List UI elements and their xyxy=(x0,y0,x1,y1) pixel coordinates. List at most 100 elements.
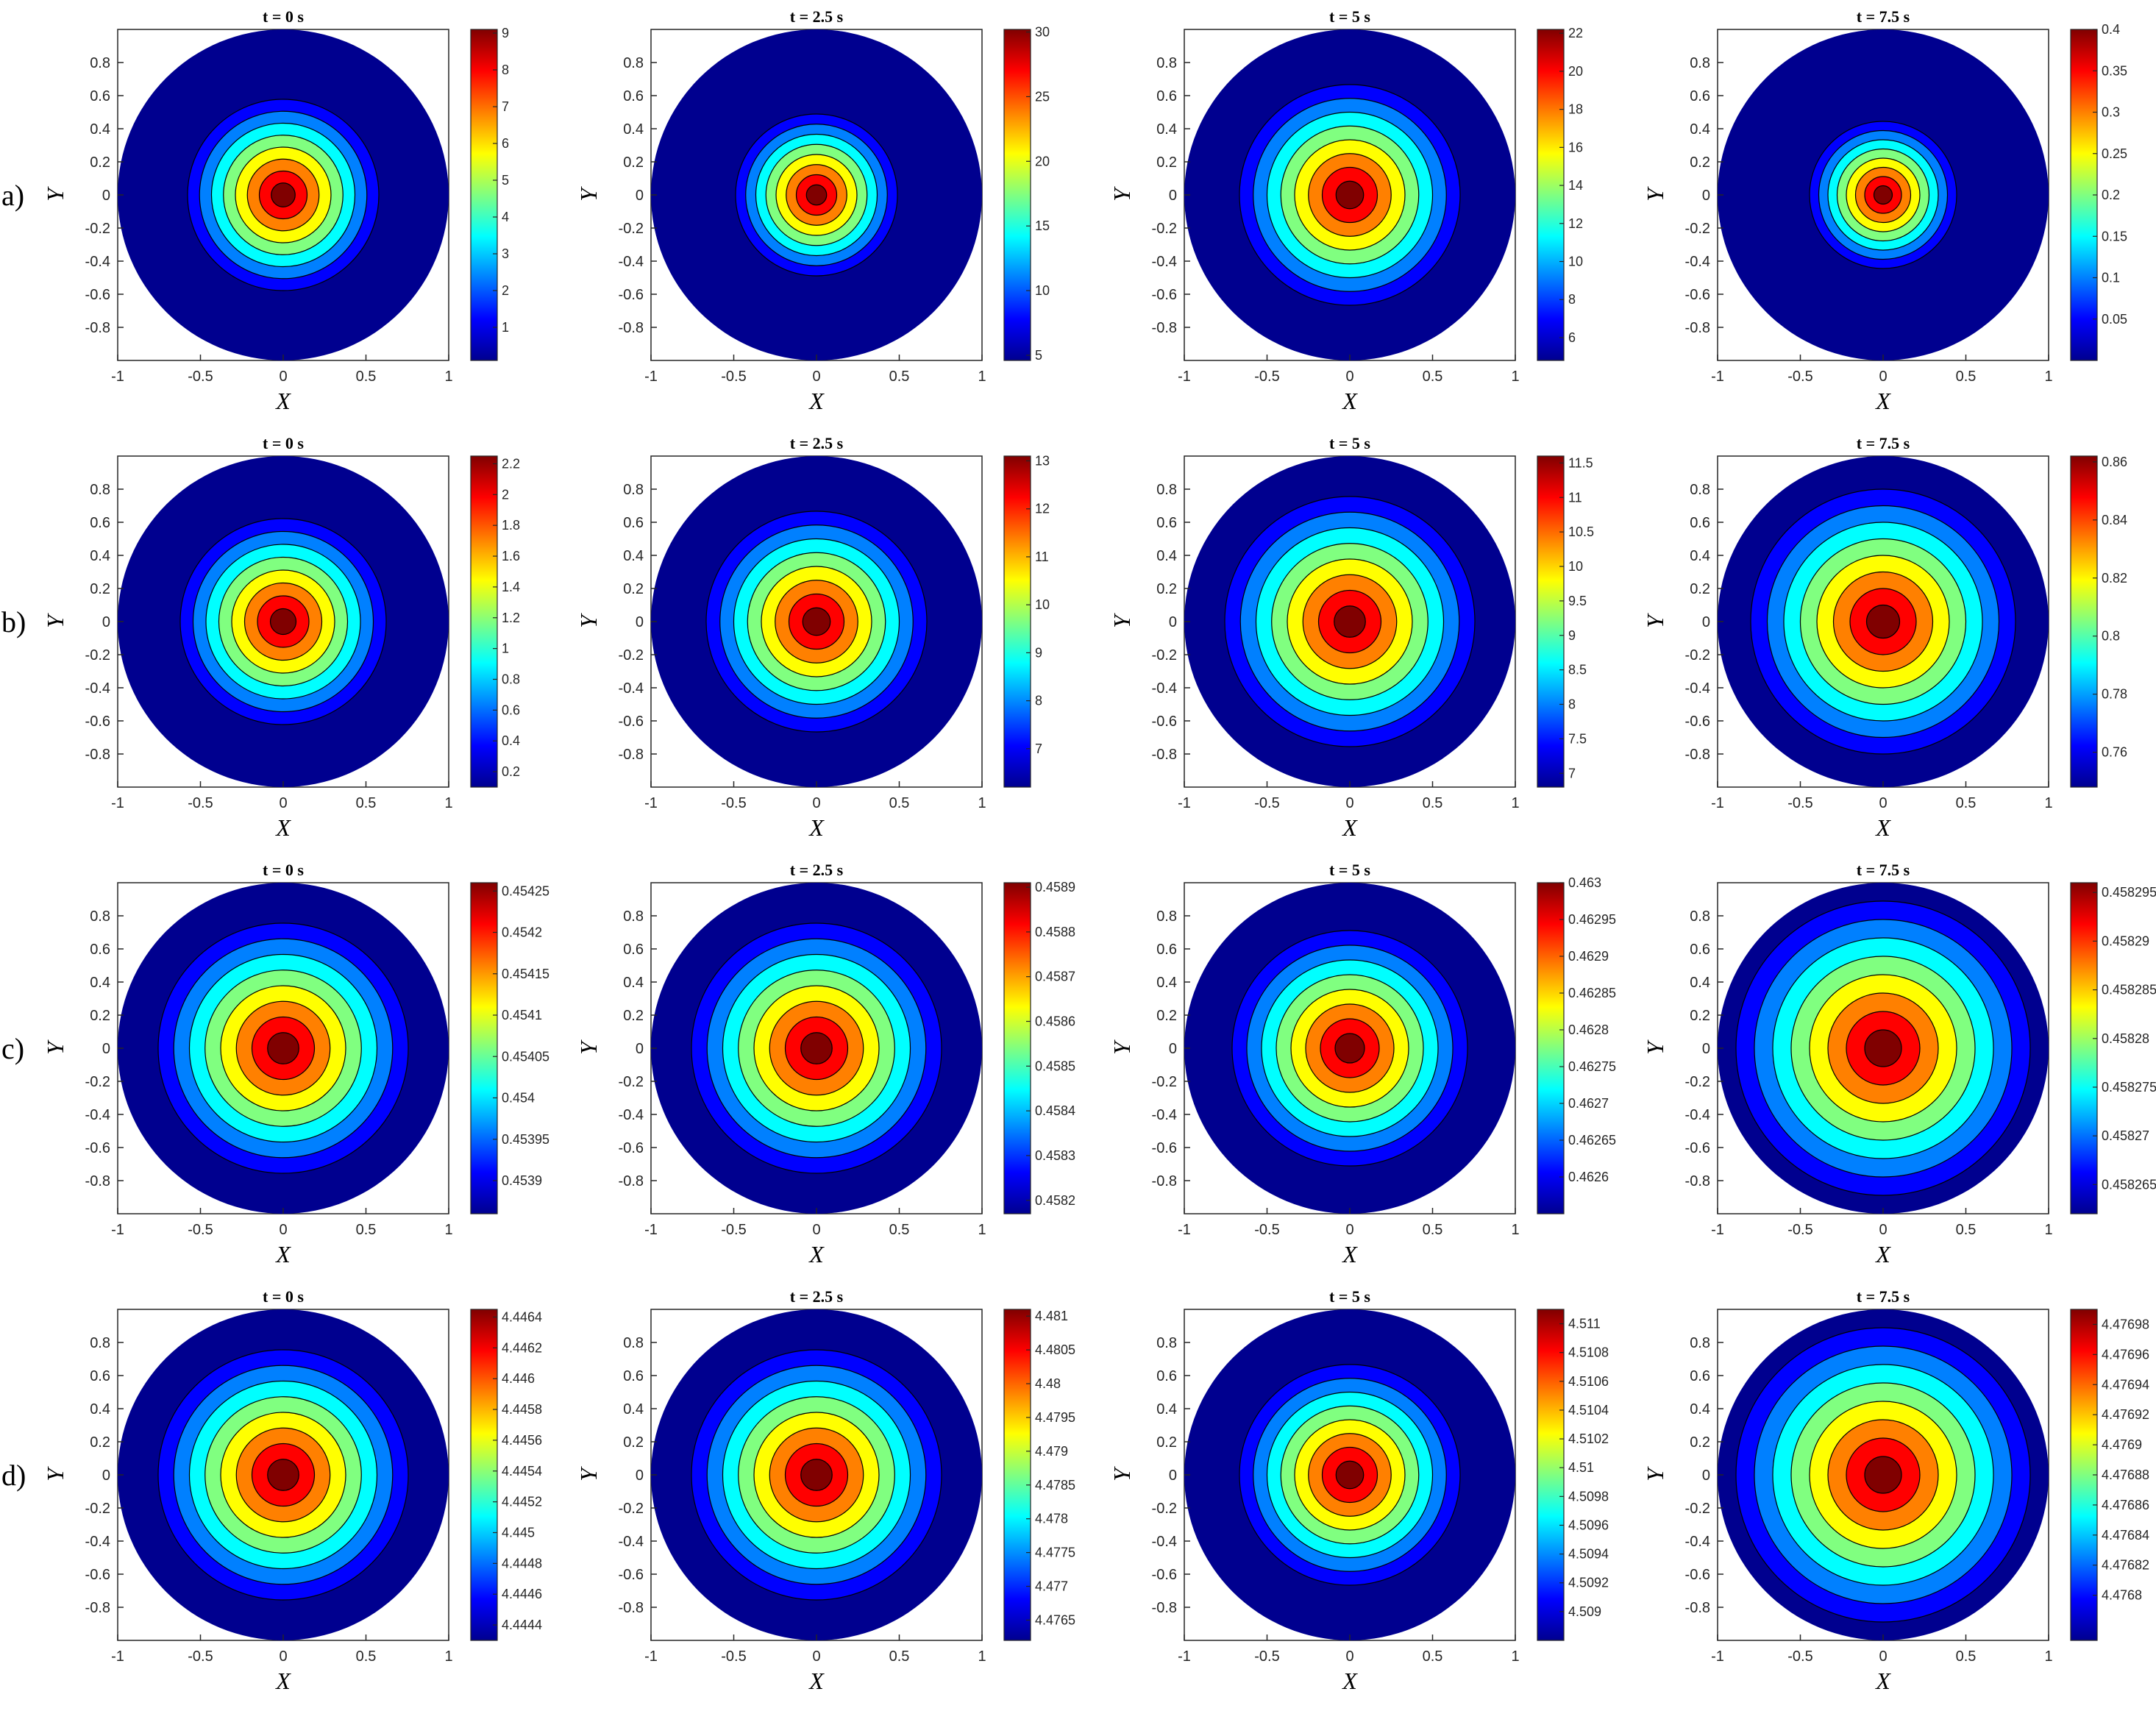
y-axis-label: Y xyxy=(1642,1466,1668,1481)
colorbar-tick-label: 0.45395 xyxy=(502,1132,549,1147)
contour-panel: t = 0 s -1 -0.5 0 0.5 1 0.8 0.6 0.4 0.2 0 -0.2 -0.4 -… xyxy=(42,1287,542,1694)
colorbar-tick-label: 0.4 xyxy=(502,733,520,748)
contour-panel: t = 2.5 s -1 -0.5 0 0.5 1 0.8 0.6 0.4 0.2 0 -0.2 -0.… xyxy=(575,434,1050,841)
row-label: c) xyxy=(1,1032,24,1065)
y-tick-label: 0.8 xyxy=(623,55,644,71)
x-tick-label: 0.5 xyxy=(1423,1222,1443,1238)
y-tick-label: -0.6 xyxy=(1152,714,1177,730)
y-axis-label: Y xyxy=(575,1039,602,1055)
x-axis-label: X xyxy=(808,1241,825,1267)
colorbar-tick-label: 9 xyxy=(1035,645,1042,660)
contour-panel: t = 0 s -1 -0.5 0 0.5 1 0.8 0.6 0.4 0.2 0 -0.2 -0.4 -… xyxy=(42,434,520,841)
panel-title: t = 0 s xyxy=(263,861,304,879)
colorbar-tick-label: 4.47686 xyxy=(2102,1498,2149,1512)
colorbar-tick-label: 0.4542 xyxy=(502,925,542,940)
x-tick-label: 0.5 xyxy=(889,1648,910,1665)
y-tick-label: -0.6 xyxy=(1685,1567,1710,1583)
y-tick-label: 0.4 xyxy=(1156,121,1177,138)
y-tick-label: -0.6 xyxy=(1685,287,1710,303)
y-tick-label: -0.4 xyxy=(1152,254,1177,270)
colorbar-tick-label: 4.5102 xyxy=(1568,1431,1609,1446)
x-tick-label: 0.5 xyxy=(1956,795,1977,811)
colorbar xyxy=(2070,882,2098,1214)
x-tick-label: -1 xyxy=(1711,795,1724,811)
colorbar-tick-label: 11 xyxy=(1035,549,1049,564)
x-tick-label: 0 xyxy=(1879,1222,1887,1238)
x-axis-label: X xyxy=(1341,1668,1358,1694)
x-tick-label: -0.5 xyxy=(721,1648,746,1665)
y-tick-label: -0.2 xyxy=(619,221,644,237)
colorbar-tick-label: 10 xyxy=(1035,597,1050,612)
x-axis-label: X xyxy=(1874,814,1891,841)
x-tick-label: 1 xyxy=(1511,1648,1519,1665)
x-axis-label: X xyxy=(274,388,291,414)
contour-level xyxy=(1335,180,1365,210)
colorbar-tick-label: 4.481 xyxy=(1035,1309,1068,1323)
contour-panel: t = 7.5 s -1 -0.5 0 0.5 1 0.8 0.6 0.4 0.2 0 -0.2 -0.… xyxy=(1642,1287,2149,1694)
y-tick-label: 0.6 xyxy=(90,1368,110,1384)
colorbar-tick-label: 11 xyxy=(1568,490,1582,505)
colorbar-tick-label: 4.47698 xyxy=(2102,1317,2149,1331)
y-tick-label: 0.6 xyxy=(90,88,110,104)
colorbar-tick-label: 1.4 xyxy=(502,580,520,594)
colorbar-tick-label: 4.4785 xyxy=(1035,1478,1075,1493)
contour-level xyxy=(267,1032,299,1064)
colorbar-tick-label: 4.4446 xyxy=(502,1587,542,1601)
y-tick-label: -0.2 xyxy=(85,221,110,237)
colorbar xyxy=(470,29,498,361)
colorbar-tick-label: 4.5094 xyxy=(1568,1547,1609,1562)
x-tick-label: 0.5 xyxy=(1423,369,1443,385)
colorbar-tick-label: 0.4583 xyxy=(1035,1148,1075,1163)
colorbar-tick-label: 7 xyxy=(502,99,509,114)
y-tick-label: 0.2 xyxy=(90,1434,110,1451)
x-tick-label: -1 xyxy=(1178,369,1191,385)
y-tick-label: 0.2 xyxy=(623,154,644,171)
x-tick-label: 0 xyxy=(279,1648,287,1665)
contour-level xyxy=(802,607,831,636)
y-tick-label: -0.4 xyxy=(85,680,110,697)
contour-level xyxy=(1864,1456,1902,1494)
y-tick-label: 0.6 xyxy=(1156,88,1177,104)
x-tick-label: -1 xyxy=(1178,1222,1191,1238)
colorbar-tick-label: 5 xyxy=(502,173,509,188)
colorbar-tick-label: 1 xyxy=(502,641,509,656)
colorbar-tick-label: 4.47684 xyxy=(2102,1528,2149,1543)
x-tick-label: 0 xyxy=(812,1648,820,1665)
colorbar-tick-label: 0.454 xyxy=(502,1091,535,1106)
panel-title: t = 0 s xyxy=(263,7,304,26)
y-tick-label: 0.8 xyxy=(623,1335,644,1351)
y-axis-label: Y xyxy=(1109,1466,1135,1481)
colorbar-tick-label: 0.35 xyxy=(2102,63,2127,78)
y-tick-label: 0.2 xyxy=(1156,581,1177,597)
y-axis-label: Y xyxy=(1109,186,1135,202)
y-axis-label: Y xyxy=(42,613,68,628)
x-tick-label: -1 xyxy=(111,369,124,385)
y-tick-label: -0.4 xyxy=(1152,680,1177,697)
x-tick-label: 0 xyxy=(812,369,820,385)
contour-panel: t = 2.5 s -1 -0.5 0 0.5 1 0.8 0.6 0.4 0.2 0 -0.2 -0.… xyxy=(575,1287,1075,1694)
y-tick-label: -0.2 xyxy=(85,1501,110,1517)
x-tick-label: -0.5 xyxy=(188,1222,213,1238)
y-tick-label: -0.6 xyxy=(1685,1140,1710,1156)
colorbar-tick-label: 0.2 xyxy=(502,764,520,779)
y-tick-label: 0.2 xyxy=(1156,1008,1177,1024)
y-tick-label: -0.6 xyxy=(85,1140,110,1156)
y-tick-label: 0.6 xyxy=(1690,88,1710,104)
panel-title: t = 7.5 s xyxy=(1857,861,1910,879)
y-tick-label: 0 xyxy=(1702,614,1710,630)
contour-level xyxy=(1865,604,1901,639)
colorbar-tick-label: 0.8 xyxy=(2102,629,2120,644)
x-axis-label: X xyxy=(274,814,291,841)
contour-panel: t = 0 s -1 -0.5 0 0.5 1 0.8 0.6 0.4 0.2 0 -0.2 -0.4 -… xyxy=(42,861,549,1267)
colorbar-tick-label: 8 xyxy=(1568,292,1576,307)
colorbar-tick-label: 9.5 xyxy=(1568,594,1587,608)
colorbar-tick-label: 2.2 xyxy=(502,456,520,471)
colorbar-tick-label: 0.4628 xyxy=(1568,1022,1609,1037)
x-axis-label: X xyxy=(1874,1241,1891,1267)
y-tick-label: 0.6 xyxy=(1690,515,1710,531)
y-tick-label: 0 xyxy=(1702,1041,1710,1057)
colorbar-tick-label: 0.4 xyxy=(2102,22,2120,37)
contour-level xyxy=(269,608,297,636)
x-tick-label: 0 xyxy=(1879,1648,1887,1665)
y-tick-label: 0.6 xyxy=(1690,942,1710,958)
